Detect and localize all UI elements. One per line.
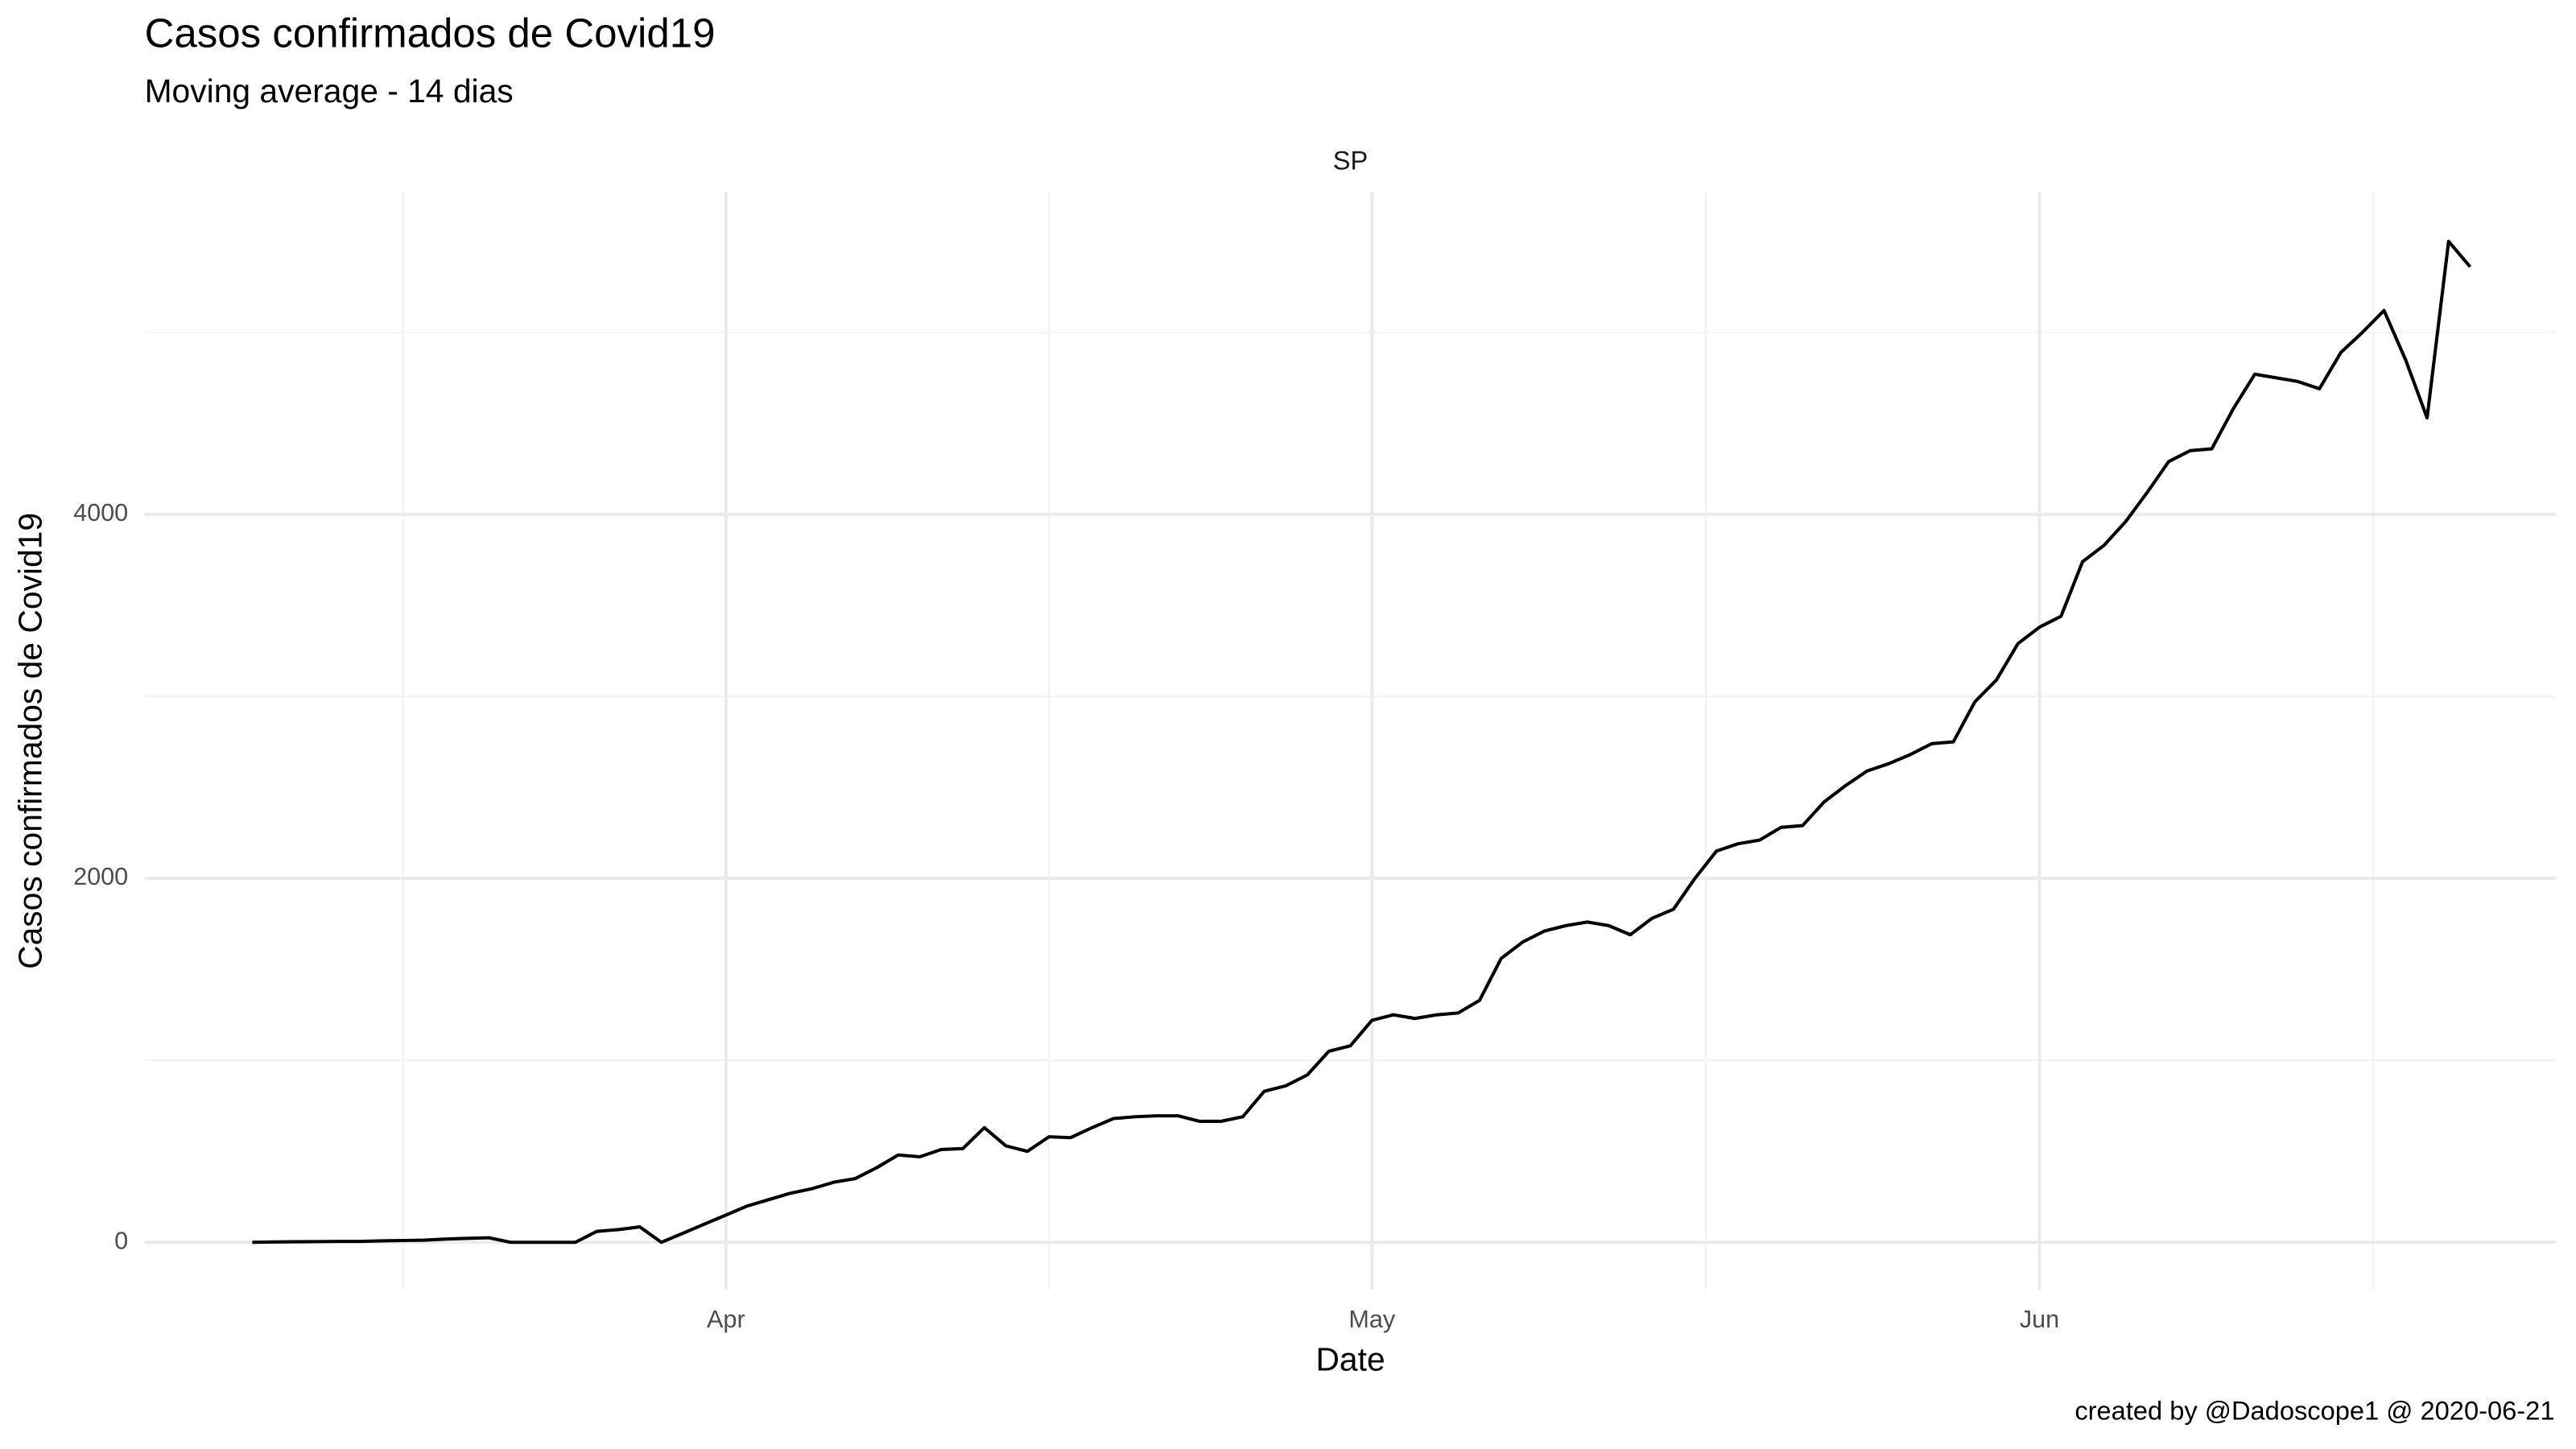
x-tick-label: May: [1348, 1306, 1396, 1333]
chart-title: Casos confirmados de Covid19: [145, 10, 716, 56]
chart-subtitle: Moving average - 14 dias: [145, 72, 514, 109]
x-axis-title: Date: [1315, 1341, 1385, 1378]
x-tick-label: Apr: [707, 1306, 745, 1333]
facet-label: SP: [1333, 146, 1368, 175]
caption: created by @Dadoscope1 @ 2020-06-21: [2074, 1396, 2554, 1426]
y-tick-label: 2000: [73, 863, 128, 890]
data-line: [252, 239, 2472, 1245]
y-tick-label: 4000: [73, 499, 128, 526]
y-axis-title: Casos confirmados de Covid19: [12, 513, 49, 969]
y-tick-label: 0: [114, 1227, 128, 1254]
x-tick-label: Jun: [2020, 1306, 2059, 1333]
